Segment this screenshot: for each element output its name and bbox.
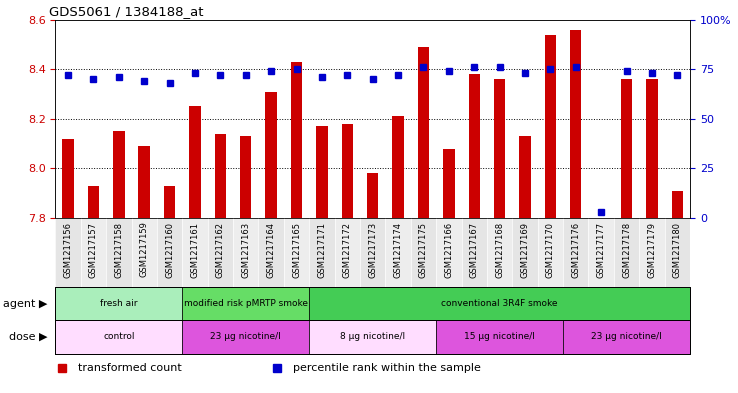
Text: GSM1217168: GSM1217168 xyxy=(495,222,504,278)
Text: 8 μg nicotine/l: 8 μg nicotine/l xyxy=(340,332,405,342)
Bar xyxy=(665,218,690,287)
Text: GSM1217160: GSM1217160 xyxy=(165,222,174,277)
Bar xyxy=(411,218,436,287)
Bar xyxy=(520,136,531,218)
Text: GSM1217173: GSM1217173 xyxy=(368,222,377,278)
Text: transformed count: transformed count xyxy=(77,363,182,373)
Bar xyxy=(487,218,512,287)
Text: GSM1217175: GSM1217175 xyxy=(419,222,428,277)
Bar xyxy=(360,218,385,287)
Bar xyxy=(538,218,563,287)
Bar xyxy=(316,126,328,218)
Bar xyxy=(131,218,157,287)
Text: GSM1217163: GSM1217163 xyxy=(241,222,250,278)
Bar xyxy=(393,116,404,218)
Text: GSM1217164: GSM1217164 xyxy=(266,222,275,277)
Text: percentile rank within the sample: percentile rank within the sample xyxy=(294,363,481,373)
Bar xyxy=(88,186,99,218)
Bar xyxy=(309,320,436,354)
Bar xyxy=(55,320,182,354)
Bar xyxy=(621,79,632,218)
Bar xyxy=(182,218,207,287)
Bar xyxy=(182,320,309,354)
Bar xyxy=(258,218,284,287)
Text: GSM1217171: GSM1217171 xyxy=(317,222,326,277)
Bar xyxy=(182,287,309,320)
Bar xyxy=(55,218,80,287)
Bar xyxy=(266,92,277,218)
Bar xyxy=(545,35,556,218)
Text: modified risk pMRTP smoke: modified risk pMRTP smoke xyxy=(184,299,308,308)
Text: GSM1217174: GSM1217174 xyxy=(393,222,402,277)
Text: GSM1217169: GSM1217169 xyxy=(520,222,529,277)
Bar xyxy=(309,287,690,320)
Bar xyxy=(215,134,226,218)
Bar xyxy=(139,146,150,218)
Bar xyxy=(106,218,131,287)
Bar xyxy=(436,218,461,287)
Text: conventional 3R4F smoke: conventional 3R4F smoke xyxy=(441,299,558,308)
Bar xyxy=(113,131,125,218)
Bar xyxy=(418,47,430,218)
Text: GSM1217179: GSM1217179 xyxy=(647,222,656,277)
Bar xyxy=(512,218,538,287)
Bar xyxy=(284,218,309,287)
Bar xyxy=(588,218,614,287)
Bar xyxy=(443,149,455,218)
Text: GSM1217177: GSM1217177 xyxy=(597,222,606,278)
Bar xyxy=(62,139,74,218)
Bar xyxy=(563,320,690,354)
Text: 15 μg nicotine/l: 15 μg nicotine/l xyxy=(464,332,535,342)
Text: 23 μg nicotine/l: 23 μg nicotine/l xyxy=(210,332,281,342)
Text: fresh air: fresh air xyxy=(100,299,137,308)
Bar xyxy=(563,218,588,287)
Text: agent ▶: agent ▶ xyxy=(4,299,48,309)
Bar xyxy=(157,218,182,287)
Bar xyxy=(469,74,480,218)
Bar xyxy=(55,287,182,320)
Text: GSM1217158: GSM1217158 xyxy=(114,222,123,277)
Text: GSM1217172: GSM1217172 xyxy=(343,222,352,277)
Bar xyxy=(233,218,258,287)
Bar xyxy=(80,218,106,287)
Bar xyxy=(164,186,176,218)
Bar xyxy=(646,79,658,218)
Text: control: control xyxy=(103,332,134,342)
Text: GSM1217159: GSM1217159 xyxy=(139,222,148,277)
Text: dose ▶: dose ▶ xyxy=(10,332,48,342)
Bar xyxy=(436,320,563,354)
Text: GSM1217166: GSM1217166 xyxy=(444,222,453,278)
Bar xyxy=(672,191,683,218)
Text: GSM1217180: GSM1217180 xyxy=(673,222,682,277)
Text: 23 μg nicotine/l: 23 μg nicotine/l xyxy=(591,332,662,342)
Text: GSM1217176: GSM1217176 xyxy=(571,222,580,278)
Bar xyxy=(570,29,582,218)
Text: GSM1217161: GSM1217161 xyxy=(190,222,199,277)
Bar xyxy=(240,136,252,218)
Bar xyxy=(385,218,411,287)
Text: GSM1217156: GSM1217156 xyxy=(63,222,72,277)
Bar xyxy=(494,79,506,218)
Text: GDS5061 / 1384188_at: GDS5061 / 1384188_at xyxy=(49,6,204,18)
Bar xyxy=(291,62,303,218)
Text: GSM1217165: GSM1217165 xyxy=(292,222,301,277)
Bar xyxy=(367,173,379,218)
Bar xyxy=(614,218,639,287)
Bar xyxy=(207,218,233,287)
Bar xyxy=(334,218,360,287)
Text: GSM1217167: GSM1217167 xyxy=(470,222,479,278)
Bar xyxy=(189,107,201,218)
Bar xyxy=(342,124,353,218)
Bar xyxy=(309,218,334,287)
Bar xyxy=(639,218,665,287)
Text: GSM1217157: GSM1217157 xyxy=(89,222,98,277)
Text: GSM1217178: GSM1217178 xyxy=(622,222,631,278)
Bar xyxy=(461,218,487,287)
Text: GSM1217162: GSM1217162 xyxy=(216,222,225,277)
Text: GSM1217170: GSM1217170 xyxy=(546,222,555,277)
